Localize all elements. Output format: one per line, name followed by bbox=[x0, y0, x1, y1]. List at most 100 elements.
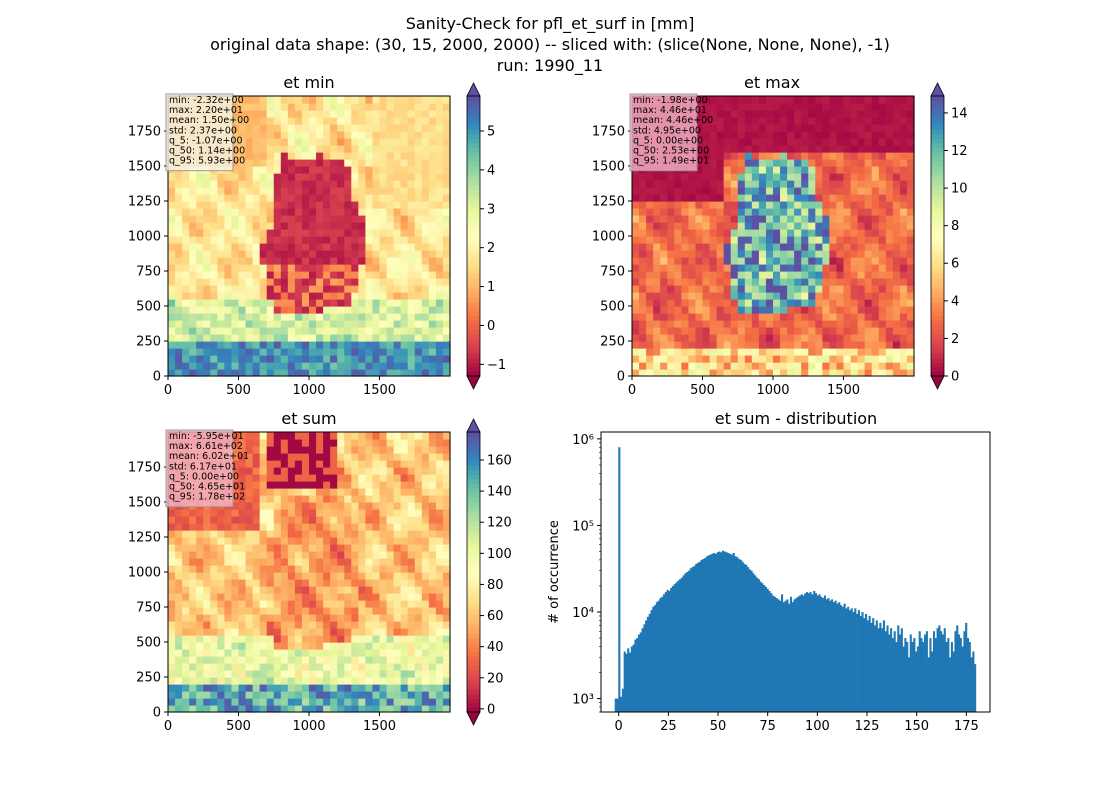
heatmap-cell bbox=[878, 215, 887, 223]
heatmap-cell bbox=[878, 173, 887, 181]
heatmap-cell bbox=[266, 355, 275, 363]
heatmap-cell bbox=[688, 292, 697, 300]
heatmap-cell bbox=[379, 229, 388, 237]
colorbar-segment bbox=[931, 166, 944, 172]
heatmap-cell bbox=[309, 222, 317, 230]
heatmap-cell bbox=[435, 145, 444, 153]
heatmap-cell bbox=[252, 348, 261, 356]
heatmap-cell bbox=[632, 285, 640, 293]
heatmap-cell bbox=[723, 369, 732, 377]
heatmap-cell bbox=[196, 523, 204, 531]
heatmap-cell bbox=[273, 642, 282, 650]
heatmap-cell bbox=[224, 600, 233, 608]
heatmap-cell bbox=[407, 138, 416, 146]
heatmap-cell bbox=[843, 362, 852, 370]
heatmap-cell bbox=[189, 621, 197, 629]
heatmap-cell bbox=[379, 642, 388, 650]
heatmap-cell bbox=[273, 271, 282, 279]
heatmap-cell bbox=[294, 481, 303, 489]
heatmap-cell bbox=[337, 124, 345, 132]
heatmap-cell bbox=[885, 166, 894, 174]
heatmap-cell bbox=[309, 341, 317, 349]
heatmap-cell bbox=[231, 229, 240, 237]
heatmap-cell bbox=[330, 530, 338, 538]
heatmap-cell bbox=[639, 236, 647, 244]
heatmap-cell bbox=[442, 334, 451, 342]
heatmap-cell bbox=[386, 684, 395, 692]
heatmap-cell bbox=[815, 180, 823, 188]
heatmap-cell bbox=[737, 117, 746, 125]
heatmap-cell bbox=[344, 257, 352, 265]
heatmap-cell bbox=[337, 110, 345, 118]
heatmap-cell bbox=[280, 292, 289, 300]
heatmap-cell bbox=[892, 215, 901, 223]
heatmap-cell bbox=[744, 327, 753, 335]
heatmap-cell bbox=[393, 467, 402, 475]
heatmap-cell bbox=[435, 229, 444, 237]
heatmap-cell bbox=[421, 579, 430, 587]
heatmap-cell bbox=[815, 236, 823, 244]
heatmap-cell bbox=[210, 173, 218, 181]
heatmap-cell bbox=[421, 586, 430, 594]
colorbar-segment bbox=[467, 170, 480, 176]
heatmap-cell bbox=[386, 131, 395, 139]
heatmap-cell bbox=[337, 544, 345, 552]
heatmap-cell bbox=[428, 663, 437, 671]
heatmap-cell bbox=[217, 222, 225, 230]
heatmap-cell bbox=[808, 201, 816, 209]
heatmap-cell bbox=[400, 663, 409, 671]
heatmap-cell bbox=[372, 355, 381, 363]
heatmap-cell bbox=[168, 677, 176, 685]
heatmap-cell bbox=[864, 362, 873, 370]
colorbar-tick-label: −1 bbox=[487, 358, 506, 373]
heatmap-cell bbox=[400, 320, 409, 328]
heatmap-cell bbox=[878, 201, 887, 209]
heatmap-cell bbox=[716, 222, 725, 230]
heatmap-cell bbox=[224, 327, 233, 335]
heatmap-cell bbox=[646, 257, 654, 265]
heatmap-cell bbox=[168, 691, 176, 699]
heatmap-cell bbox=[780, 96, 788, 104]
heatmap-cell bbox=[428, 691, 437, 699]
heatmap-cell bbox=[344, 124, 352, 132]
heatmap-cell bbox=[323, 691, 331, 699]
heatmap-cell bbox=[681, 236, 689, 244]
heatmap-cell bbox=[238, 558, 247, 566]
heatmap-cell bbox=[414, 243, 423, 251]
heatmap-cell bbox=[414, 103, 423, 111]
heatmap-cell bbox=[723, 327, 732, 335]
heatmap-cell bbox=[323, 362, 331, 370]
heatmap-cell bbox=[885, 278, 894, 286]
heatmap-cell bbox=[259, 446, 268, 454]
heatmap-cell bbox=[175, 551, 183, 559]
heatmap-cell bbox=[393, 215, 402, 223]
heatmap-cell bbox=[737, 299, 746, 307]
heatmap-cell bbox=[808, 313, 816, 321]
heatmap-cell bbox=[393, 250, 402, 258]
heatmap-cell bbox=[878, 124, 887, 132]
heatmap-cell bbox=[414, 572, 423, 580]
heatmap-cell bbox=[681, 222, 689, 230]
heatmap-cell bbox=[252, 467, 261, 475]
heatmap-cell bbox=[386, 215, 395, 223]
heatmap-cell bbox=[695, 110, 704, 118]
colorbar-segment bbox=[931, 226, 944, 232]
heatmap-cell bbox=[716, 257, 725, 265]
heatmap-cell bbox=[217, 299, 225, 307]
heatmap-cell bbox=[217, 670, 225, 678]
heatmap-cell bbox=[407, 334, 416, 342]
heatmap-cell bbox=[238, 565, 247, 573]
heatmap-cell bbox=[316, 635, 324, 643]
heatmap-cell bbox=[751, 201, 760, 209]
colorbar-segment bbox=[467, 306, 480, 312]
heatmap-cell bbox=[407, 306, 416, 314]
heatmap-cell bbox=[850, 264, 859, 272]
heatmap-cell bbox=[780, 292, 788, 300]
heatmap-cell bbox=[372, 124, 381, 132]
heatmap-cell bbox=[372, 635, 381, 643]
heatmap-cell bbox=[695, 243, 704, 251]
heatmap-cell bbox=[358, 621, 366, 629]
heatmap-cell bbox=[217, 264, 225, 272]
heatmap-cell bbox=[435, 173, 444, 181]
heatmap-cell bbox=[751, 362, 760, 370]
